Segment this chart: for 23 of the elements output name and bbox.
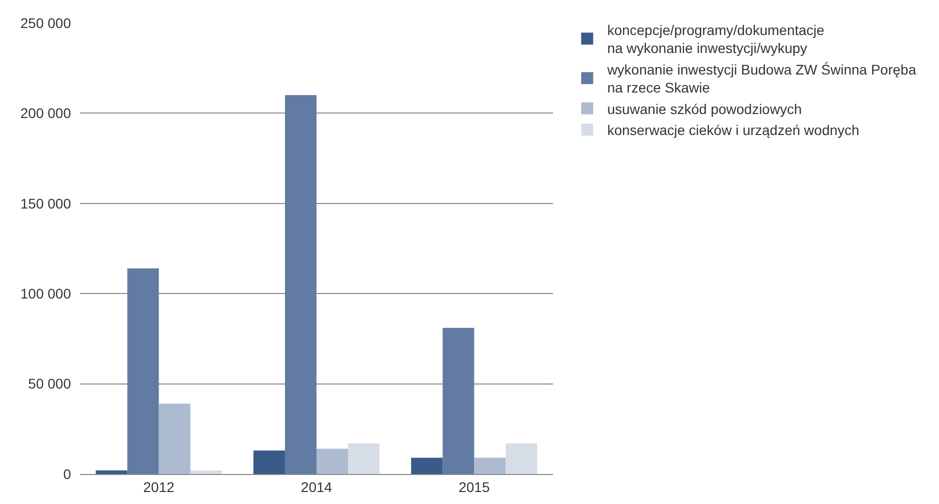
x-tick-label: 2015: [458, 478, 490, 495]
bar: [348, 443, 380, 474]
y-tick-label: 100 000: [20, 286, 72, 302]
y-tick-label: 50 000: [28, 376, 72, 392]
bar: [190, 470, 222, 474]
bar: [411, 458, 443, 474]
x-tick-label: 2014: [300, 478, 332, 495]
bar: [474, 458, 506, 474]
legend-label: usuwanie szkód powodziowych: [607, 100, 802, 117]
bar: [127, 268, 159, 474]
legend-label: konserwacje cieków i urządzeń wodnych: [607, 122, 860, 138]
y-tick-label: 0: [63, 466, 72, 482]
bar: [442, 328, 474, 474]
bar: [506, 443, 538, 474]
y-tick-label: 250 000: [20, 14, 72, 31]
y-tick-label: 150 000: [20, 195, 72, 212]
bar: [284, 95, 316, 474]
bar: [158, 404, 190, 474]
x-tick-label: 2012: [143, 478, 175, 495]
bar: [96, 470, 128, 474]
y-tick-label: 200 000: [20, 105, 72, 122]
bar: [316, 448, 348, 474]
bar: [253, 450, 285, 474]
